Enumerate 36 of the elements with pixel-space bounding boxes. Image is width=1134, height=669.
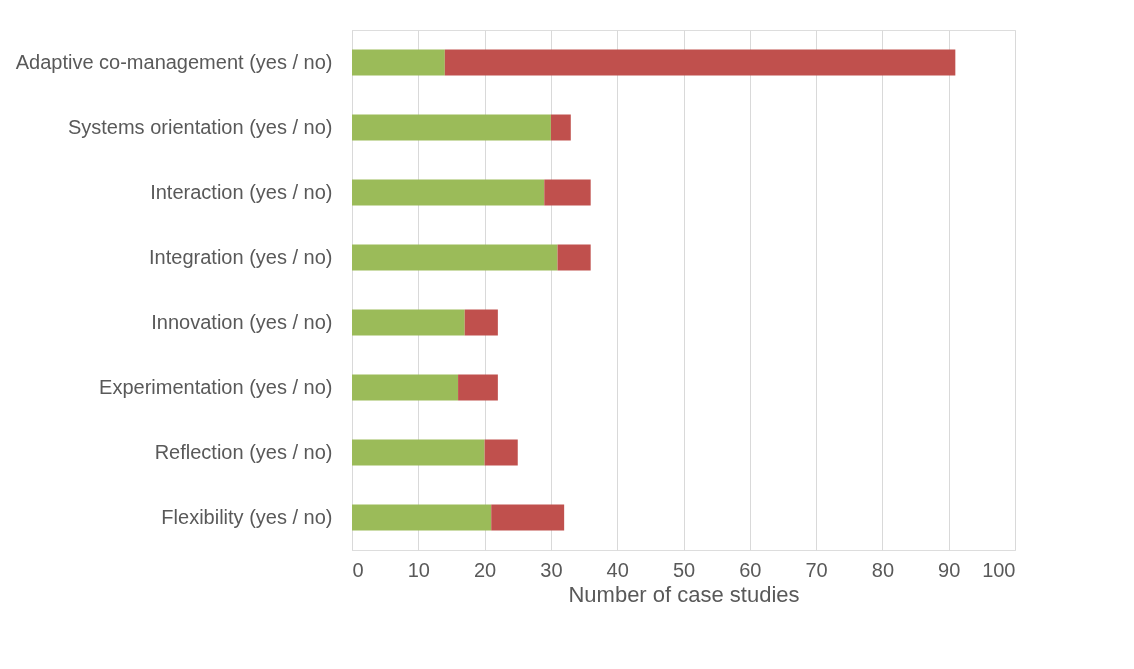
x-tick-label: 0	[352, 558, 364, 581]
bar	[464, 309, 498, 336]
x-tick-label: 60	[739, 558, 762, 581]
bar	[352, 179, 545, 206]
bar	[550, 114, 571, 141]
bar	[352, 244, 558, 271]
y-tick-label: Experimentation (yes / no)	[99, 375, 333, 398]
x-tick-label: 100	[982, 558, 1016, 581]
bar	[444, 49, 956, 76]
bar	[544, 179, 591, 206]
y-tick-label: Adaptive co-management (yes / no)	[15, 50, 333, 73]
x-tick-label: 70	[805, 558, 828, 581]
x-axis-title: Number of case studies	[568, 581, 800, 607]
y-tick-label: Integration (yes / no)	[149, 245, 333, 268]
y-tick-label: Systems orientation (yes / no)	[67, 115, 333, 138]
bar	[352, 309, 465, 336]
x-tick-label: 20	[473, 558, 497, 581]
x-tick-label: 50	[672, 558, 696, 581]
y-tick-label: Reflection (yes / no)	[154, 440, 333, 463]
y-tick-label: Interaction (yes / no)	[150, 180, 333, 203]
y-tick-label: Flexibility (yes / no)	[161, 505, 333, 528]
bar	[458, 374, 498, 401]
bar	[557, 244, 591, 271]
bar	[352, 504, 492, 531]
x-tick-label: 90	[938, 558, 961, 581]
x-tick-label: 30	[540, 558, 563, 581]
bar	[491, 504, 565, 531]
bar	[352, 49, 445, 76]
bar	[352, 439, 485, 466]
x-tick-label: 40	[606, 558, 629, 581]
y-tick-label: Innovation (yes / no)	[151, 310, 333, 333]
x-tick-label: 10	[407, 558, 430, 581]
x-tick-label: 80	[871, 558, 895, 581]
bar	[352, 114, 551, 141]
bar	[352, 374, 459, 401]
bar	[484, 439, 518, 466]
